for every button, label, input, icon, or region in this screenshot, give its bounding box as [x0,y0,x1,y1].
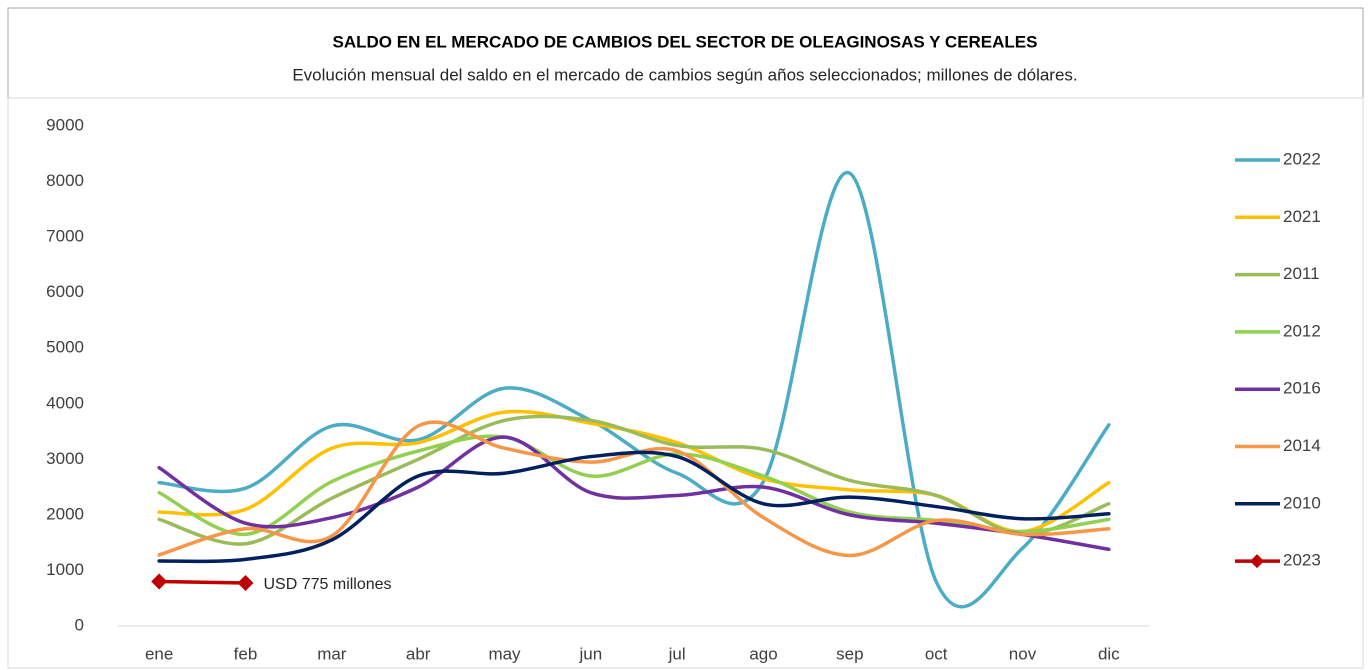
legend-label: 2021 [1283,207,1321,226]
x-tick-label: oct [925,644,948,663]
chart-subtitle: Evolución mensual del saldo en el mercad… [292,65,1077,84]
y-tick-label: 0 [75,615,84,634]
legend-label: 2022 [1283,149,1321,168]
y-tick-label: 4000 [46,393,84,412]
legend-label: 2014 [1283,436,1321,455]
y-tick-label: 8000 [46,171,84,190]
legend-label: 2012 [1283,321,1321,340]
x-tick-label: feb [234,644,258,663]
x-tick-label: may [488,644,521,663]
plot-frame [7,97,1364,669]
series-line [157,579,248,585]
series-marker [237,574,254,591]
x-tick-label: jul [668,644,686,663]
legend-label: 2023 [1283,551,1321,570]
y-tick-label: 2000 [46,504,84,523]
series-marker [151,573,168,590]
chart-title: SALDO EN EL MERCADO DE CAMBIOS DEL SECTO… [333,32,1038,51]
x-tick-label: ene [145,644,173,663]
series-line [157,171,1111,609]
y-tick-label: 3000 [46,449,84,468]
y-tick-label: 5000 [46,338,84,357]
y-tick-label: 1000 [46,560,84,579]
y-tick-label: 9000 [46,115,84,134]
x-tick-label: abr [406,644,431,663]
series-line [157,414,1111,546]
y-tick-label: 6000 [46,282,84,301]
series-line [157,450,1111,564]
x-tick-label: ago [749,644,777,663]
legend-label: 2011 [1283,264,1320,283]
legend-marker [1250,554,1264,569]
legend-label: 2016 [1283,379,1321,398]
x-tick-label: mar [317,644,347,663]
series-line [157,420,1111,558]
annotation: USD 775 millones [264,576,392,593]
series-line [157,435,1111,552]
x-tick-label: jun [578,644,602,663]
y-tick-label: 7000 [46,227,84,246]
legend-label: 2010 [1283,493,1321,512]
x-tick-label: nov [1009,644,1037,663]
x-tick-label: sep [836,644,863,663]
x-tick-label: dic [1098,644,1120,663]
